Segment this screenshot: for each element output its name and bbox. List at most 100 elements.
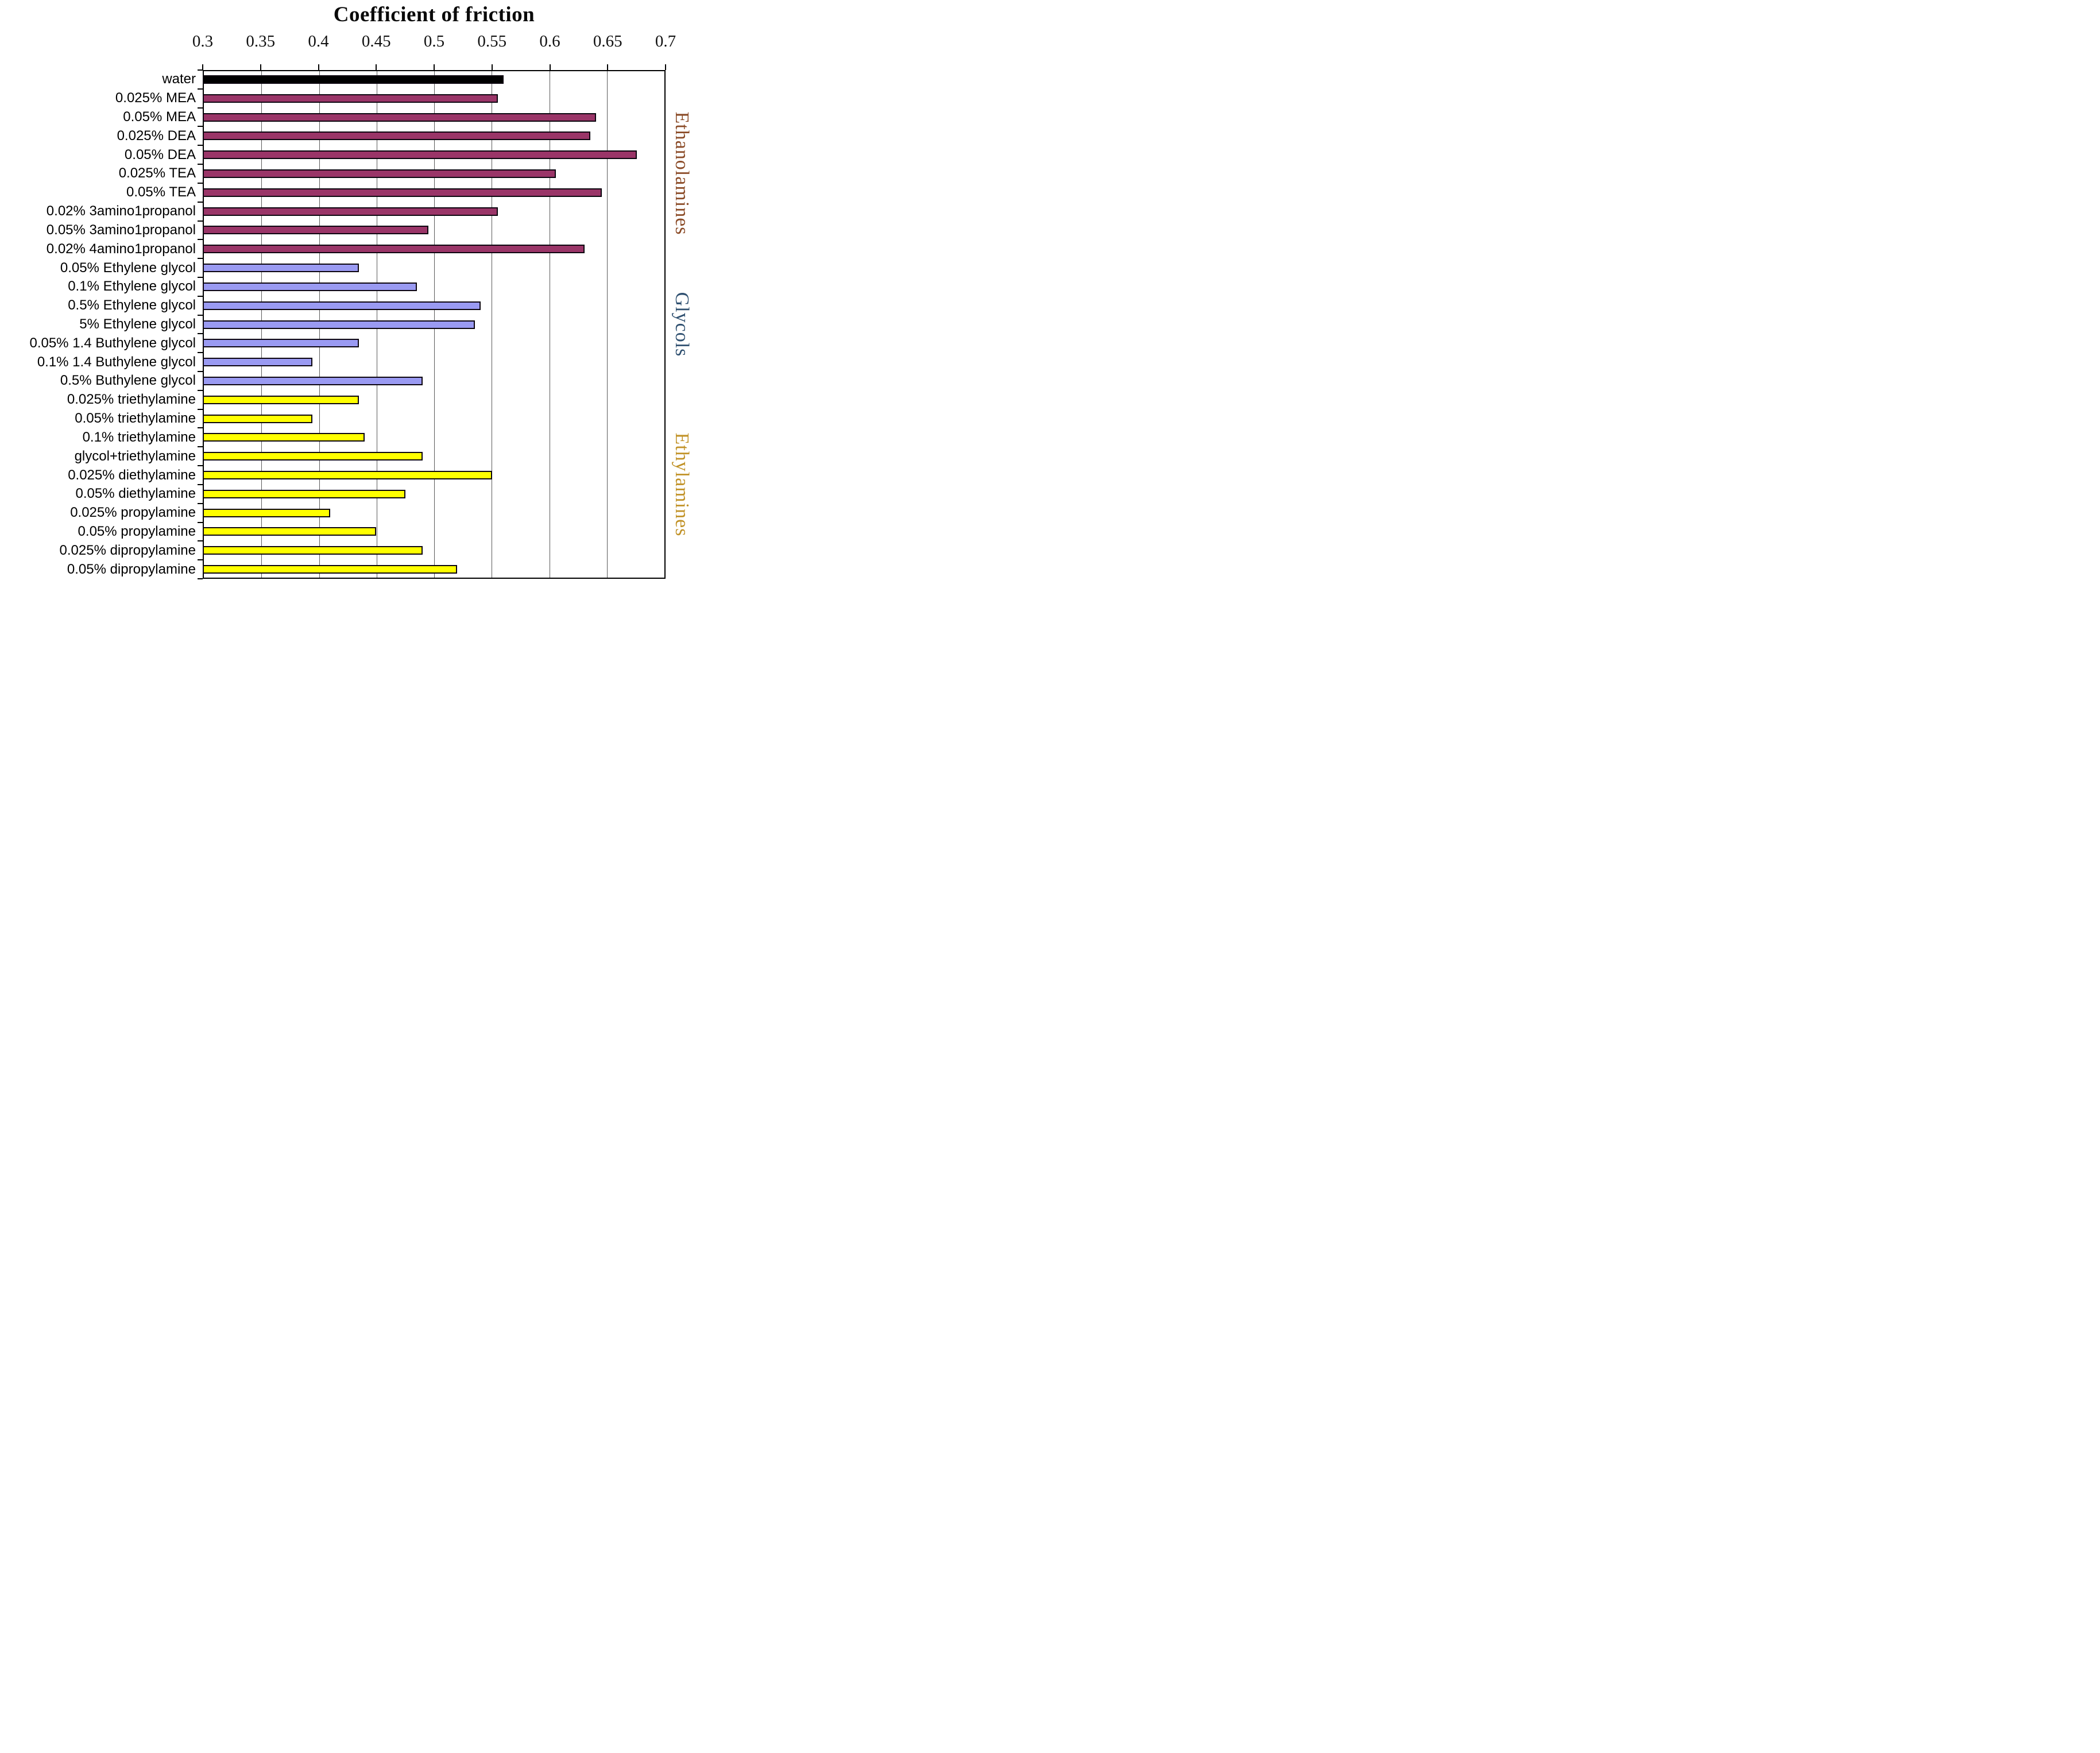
x-tick-label: 0.45 — [361, 32, 391, 51]
top-axis-tick — [260, 64, 261, 70]
category-label-0-025-dipropylamine: 0.025% dipropylamine — [59, 542, 196, 558]
coefficient-of-friction-chart: Coefficient of friction 0.3 0.35 0.4 0.45 0.… — [0, 0, 700, 585]
left-axis-tick — [198, 559, 203, 561]
left-axis-tick — [198, 69, 203, 71]
x-tick-label: 0.5 — [423, 32, 445, 51]
bar-0-1-ethylene-glycol — [203, 282, 417, 291]
category-label-0-1-1-4-buthylene-glycol: 0.1% 1.4 Buthylene glycol — [37, 354, 196, 370]
bar-5-ethylene-glycol — [203, 320, 475, 329]
left-axis-tick — [198, 352, 203, 354]
bar-glycol-triethylamine — [203, 452, 423, 461]
category-label-0-1-triethylamine: 0.1% triethylamine — [82, 429, 196, 445]
category-label-0-1-ethylene-glycol: 0.1% Ethylene glycol — [68, 278, 196, 295]
category-label-0-05-tea: 0.05% TEA — [126, 184, 196, 200]
left-axis-tick — [198, 333, 203, 335]
left-axis-tick — [198, 540, 203, 542]
category-label-0-05-ethylene-glycol: 0.05% Ethylene glycol — [60, 260, 196, 276]
top-axis-tick — [549, 64, 551, 70]
top-axis-tick — [665, 64, 666, 70]
left-axis-tick — [198, 239, 203, 241]
left-axis-tick — [198, 371, 203, 373]
left-axis-tick — [198, 295, 203, 297]
left-axis-tick — [198, 201, 203, 203]
category-label-0-025-diethylamine: 0.025% diethylamine — [68, 467, 196, 483]
bar-0-025-propylamine — [203, 508, 330, 517]
bar-0-025-diethylamine — [203, 471, 492, 480]
category-label-0-025-tea: 0.025% TEA — [118, 165, 196, 181]
bar-0-02-3amino1propanol — [203, 207, 498, 216]
left-axis-tick — [198, 483, 203, 485]
left-axis-tick — [198, 88, 203, 90]
bar-0-05-dea — [203, 150, 637, 160]
top-axis-tick — [434, 64, 435, 70]
left-axis-tick — [198, 446, 203, 448]
group-label-ethylamines: Ethylamines — [671, 432, 693, 537]
left-axis-tick — [198, 276, 203, 278]
category-label-0-025-dea: 0.025% DEA — [117, 127, 196, 144]
top-axis-tick — [607, 64, 609, 70]
category-label-0-05-dea: 0.05% DEA — [124, 146, 196, 162]
bar-0-025-triethylamine — [203, 395, 359, 404]
x-tick-label: 0.65 — [593, 32, 622, 51]
left-axis-tick — [198, 502, 203, 504]
left-axis-tick — [198, 521, 203, 523]
x-tick-label: 0.4 — [308, 32, 329, 51]
left-axis-tick — [198, 164, 203, 165]
category-label-0-025-triethylamine: 0.025% triethylamine — [67, 392, 196, 408]
x-tick-label: 0.6 — [539, 32, 560, 51]
left-axis-tick — [198, 258, 203, 260]
category-label-0-025-mea: 0.025% MEA — [115, 90, 196, 106]
category-label-0-02-4amino1propanol: 0.02% 4amino1propanol — [46, 241, 196, 257]
left-axis-tick — [198, 220, 203, 222]
x-tick-label: 0.35 — [246, 32, 276, 51]
top-axis-tick — [202, 64, 203, 70]
top-axis-tick — [376, 64, 377, 70]
group-label-ethanolamines: Ethanolamines — [671, 111, 693, 235]
bar-0-025-mea — [203, 94, 498, 103]
left-axis-tick — [198, 107, 203, 109]
left-axis-tick — [198, 126, 203, 127]
left-axis-tick — [198, 314, 203, 316]
bar-0-05-triethylamine — [203, 414, 313, 423]
bar-0-1-triethylamine — [203, 433, 365, 442]
bar-0-05-mea — [203, 113, 597, 122]
bar-0-05-tea — [203, 188, 602, 197]
bar-water — [203, 75, 504, 84]
bar-0-025-tea — [203, 169, 556, 178]
bar-0-025-dipropylamine — [203, 546, 423, 555]
chart-title: Coefficient of friction — [333, 3, 535, 26]
gridline — [606, 71, 608, 578]
category-label-0-02-3amino1propanol: 0.02% 3amino1propanol — [46, 203, 196, 219]
left-axis-tick — [198, 427, 203, 429]
bar-0-05-diethylamine — [203, 489, 405, 498]
category-label-0-05-triethylamine: 0.05% triethylamine — [75, 411, 196, 427]
bar-0-5-buthylene-glycol — [203, 376, 423, 385]
group-label-glycols: Glycols — [671, 292, 693, 357]
x-tick-label: 0.3 — [192, 32, 214, 51]
top-axis-tick — [491, 64, 493, 70]
category-label-0-5-ethylene-glycol: 0.5% Ethylene glycol — [68, 297, 196, 314]
category-label-0-05-3amino1propanol: 0.05% 3amino1propanol — [46, 222, 196, 238]
category-label-glycol-triethylamine: glycol+triethylamine — [74, 448, 196, 464]
left-axis-tick — [198, 145, 203, 146]
bar-0-5-ethylene-glycol — [203, 301, 481, 310]
left-axis-tick — [198, 408, 203, 410]
bar-0-1-1-4-buthylene-glycol — [203, 358, 313, 367]
bar-0-05-propylamine — [203, 527, 377, 536]
left-axis-tick — [198, 389, 203, 391]
category-label-water: water — [162, 71, 196, 87]
left-axis-tick — [198, 578, 203, 579]
category-label-0-05-dipropylamine: 0.05% dipropylamine — [67, 561, 196, 577]
category-label-0-05-diethylamine: 0.05% diethylamine — [75, 486, 196, 502]
category-label-5-ethylene-glycol: 5% Ethylene glycol — [79, 316, 196, 332]
x-tick-label: 0.55 — [477, 32, 507, 51]
bar-0-05-ethylene-glycol — [203, 264, 359, 273]
left-axis-tick — [198, 465, 203, 467]
category-label-0-025-propylamine: 0.025% propylamine — [70, 505, 196, 521]
left-axis-tick — [198, 182, 203, 184]
x-tick-label: 0.7 — [655, 32, 676, 51]
bar-0-05-3amino1propanol — [203, 226, 428, 235]
category-label-0-05-mea: 0.05% MEA — [123, 109, 196, 125]
bar-0-05-1-4-buthylene-glycol — [203, 339, 359, 348]
category-label-0-05-1-4-buthylene-glycol: 0.05% 1.4 Buthylene glycol — [29, 335, 196, 351]
